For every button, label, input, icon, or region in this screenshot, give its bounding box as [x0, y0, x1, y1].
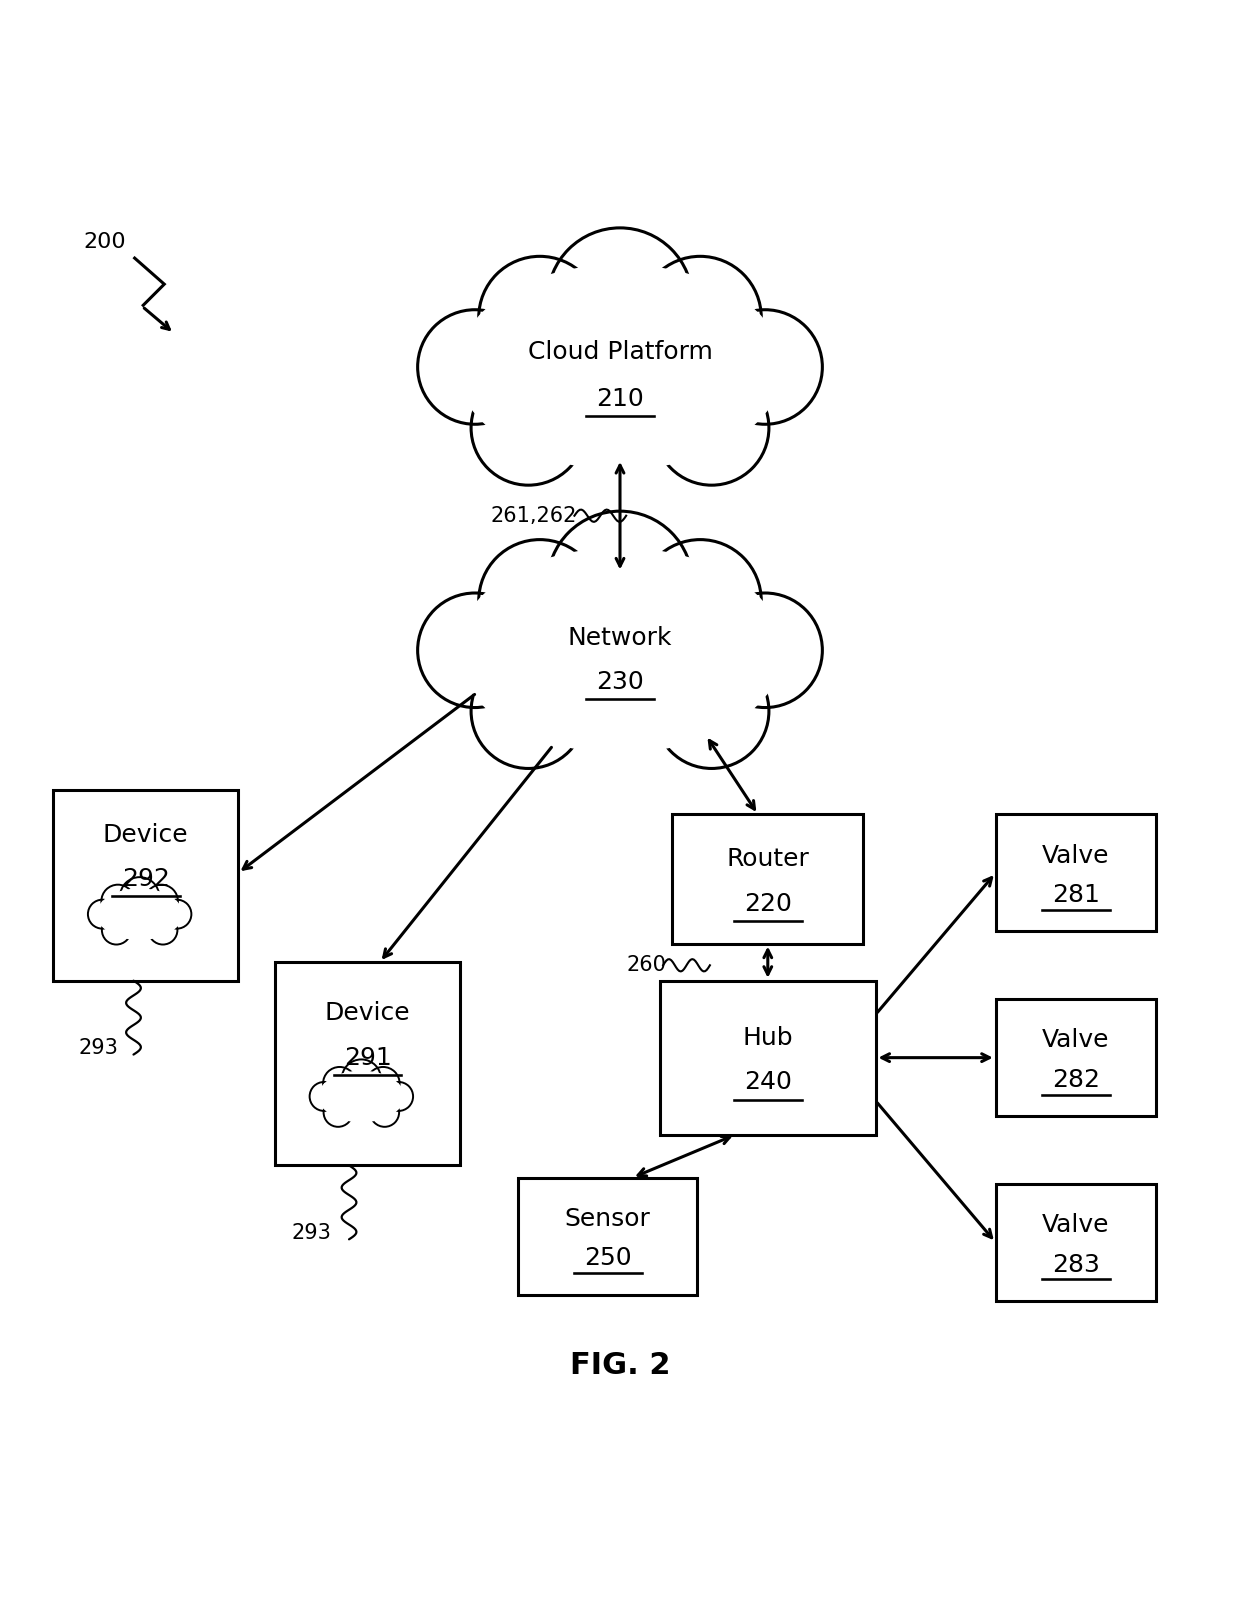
Ellipse shape [458, 265, 782, 468]
Text: Cloud Platform: Cloud Platform [527, 340, 713, 364]
Text: Router: Router [727, 847, 810, 871]
Circle shape [479, 256, 601, 379]
Ellipse shape [319, 1071, 404, 1122]
Bar [53, 789, 238, 981]
Circle shape [525, 272, 715, 462]
Bar [996, 1184, 1156, 1301]
Circle shape [655, 371, 769, 486]
Circle shape [708, 593, 822, 708]
Text: 210: 210 [596, 387, 644, 411]
Text: 291: 291 [343, 1045, 392, 1069]
Circle shape [384, 1082, 413, 1111]
Text: Device: Device [103, 823, 188, 847]
Circle shape [336, 1072, 386, 1122]
Ellipse shape [439, 254, 801, 494]
Text: FIG. 2: FIG. 2 [569, 1350, 671, 1381]
Bar [275, 962, 460, 1165]
Bar [518, 1178, 697, 1294]
Bar [996, 999, 1156, 1115]
Text: 282: 282 [1052, 1067, 1100, 1091]
Circle shape [149, 916, 177, 944]
Ellipse shape [92, 885, 187, 946]
Text: 281: 281 [1052, 884, 1100, 908]
Ellipse shape [458, 548, 782, 753]
Ellipse shape [439, 537, 801, 778]
Circle shape [418, 593, 532, 708]
Text: Network: Network [568, 626, 672, 650]
Text: 250: 250 [584, 1246, 631, 1270]
Ellipse shape [97, 888, 182, 940]
Text: 283: 283 [1052, 1253, 1100, 1277]
Circle shape [471, 654, 585, 769]
Circle shape [367, 1067, 399, 1099]
Text: 293: 293 [291, 1222, 331, 1243]
Circle shape [471, 371, 585, 486]
Text: Hub: Hub [743, 1026, 794, 1050]
Circle shape [162, 900, 191, 928]
Text: Sensor: Sensor [564, 1206, 651, 1230]
Text: 230: 230 [596, 670, 644, 694]
Text: 240: 240 [744, 1071, 791, 1095]
Circle shape [547, 511, 693, 657]
Bar [996, 815, 1156, 932]
Ellipse shape [314, 1067, 409, 1128]
Circle shape [639, 540, 761, 662]
Circle shape [102, 885, 134, 917]
Text: Valve: Valve [1042, 1029, 1110, 1053]
Circle shape [708, 310, 822, 423]
Circle shape [324, 1098, 352, 1127]
Circle shape [655, 654, 769, 769]
Text: 220: 220 [744, 892, 791, 916]
Circle shape [639, 256, 761, 379]
Circle shape [324, 1067, 356, 1099]
Text: 261,262: 261,262 [491, 505, 577, 526]
Text: Device: Device [325, 1002, 410, 1026]
Circle shape [479, 540, 601, 662]
Text: 293: 293 [78, 1037, 118, 1058]
Circle shape [547, 229, 693, 372]
Circle shape [145, 885, 177, 917]
Circle shape [525, 555, 715, 746]
Circle shape [310, 1082, 339, 1111]
Circle shape [120, 877, 159, 916]
Circle shape [115, 890, 165, 940]
Circle shape [102, 916, 131, 944]
Text: Valve: Valve [1042, 1213, 1110, 1237]
Bar [672, 815, 863, 944]
Text: 260: 260 [626, 956, 666, 975]
Bar [660, 981, 875, 1135]
Circle shape [418, 310, 532, 423]
Text: 292: 292 [122, 868, 170, 892]
Text: 200: 200 [84, 232, 126, 252]
Text: Valve: Valve [1042, 844, 1110, 868]
Circle shape [371, 1098, 399, 1127]
Circle shape [88, 900, 117, 928]
Circle shape [342, 1059, 381, 1099]
